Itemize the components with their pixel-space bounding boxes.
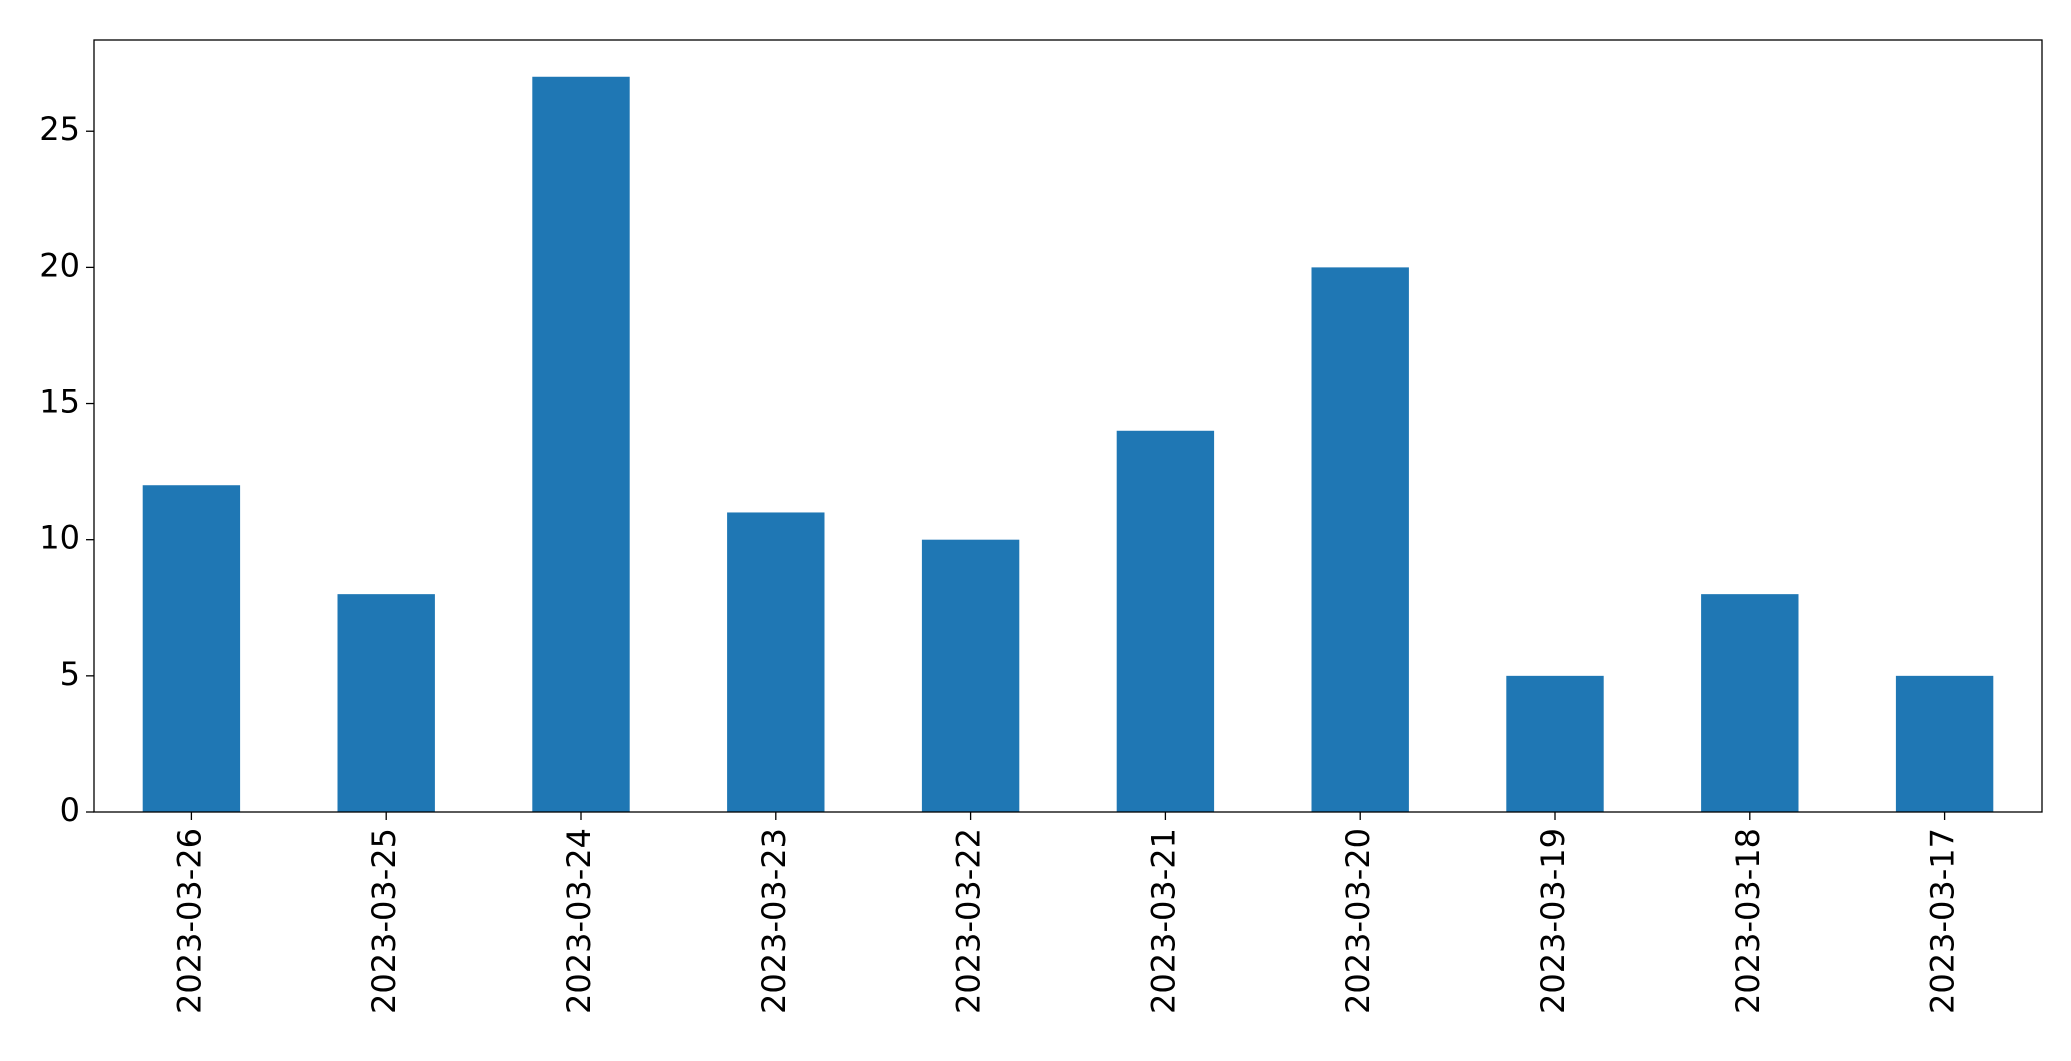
x-tick-label: 2023-03-19 [1534,828,1572,1014]
bar [1116,430,1215,812]
y-tick-label: 25 [39,110,80,148]
bar [142,485,241,812]
x-tick-label: 2023-03-25 [365,828,403,1014]
y-tick-label: 5 [60,655,80,693]
x-tick-label: 2023-03-20 [1339,828,1377,1014]
bar [1311,267,1409,813]
x-tick-label: 2023-03-24 [560,828,598,1014]
bar [1895,675,1994,812]
y-tick-label: 20 [39,246,80,284]
y-tick-label: 10 [39,519,80,557]
y-tick-label: 15 [39,383,80,421]
x-tick-label: 2023-03-23 [755,828,793,1014]
bar [727,512,825,812]
x-tick-label: 2023-03-21 [1144,828,1182,1014]
x-tick-label: 2023-03-22 [950,828,988,1014]
bar [1506,675,1604,812]
bar [921,539,1020,812]
y-tick-label: 0 [60,791,80,829]
x-tick-label: 2023-03-18 [1729,828,1767,1014]
bar [1701,594,1799,812]
plot-frame [93,39,2043,813]
x-tick-label: 2023-03-26 [170,828,208,1014]
bar [532,76,630,812]
bar [337,594,435,812]
x-tick-label: 2023-03-17 [1924,828,1962,1014]
